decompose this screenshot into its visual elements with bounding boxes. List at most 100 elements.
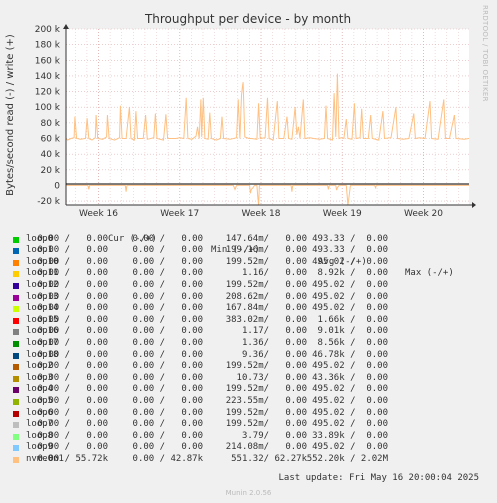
legend-avg: 199.52m/ 0.00 bbox=[220, 361, 307, 372]
legend-avg: 9.36/ 0.00 bbox=[220, 349, 307, 360]
legend-name: loop12 bbox=[26, 279, 59, 290]
legend-row: loop4 0.00 / 0.00 0.00 / 0.00 199.52m/ 0… bbox=[10, 384, 494, 396]
plot-area bbox=[66, 29, 469, 205]
legend-avg: 223.55m/ 0.00 bbox=[220, 395, 307, 406]
chart-title: Throughput per device - by month bbox=[144, 12, 351, 26]
legend-row: loop14 0.00 / 0.00 0.00 / 0.00 167.84m/ … bbox=[10, 303, 494, 315]
legend-min: 0.00 / 0.00 bbox=[121, 419, 203, 430]
legend-swatch bbox=[13, 410, 19, 417]
legend-name: loop3 bbox=[26, 372, 54, 383]
legend-swatch bbox=[13, 259, 19, 266]
y-tick-label: 20 k bbox=[40, 166, 60, 176]
legend-max: 495.02 / 0.00 bbox=[301, 279, 388, 290]
legend-name: loop15 bbox=[26, 314, 59, 325]
legend-min: 0.00 / 0.00 bbox=[121, 395, 203, 406]
legend-name: loop8 bbox=[26, 430, 54, 441]
legend-row: loop16 0.00 / 0.00 0.00 / 0.00 1.17/ 0.0… bbox=[10, 326, 494, 338]
legend-cur: 0.00 / 0.00 bbox=[26, 430, 108, 441]
legend-avg: 199.52m/ 0.00 bbox=[220, 419, 307, 430]
legend-min: 0.00 / 0.00 bbox=[121, 291, 203, 302]
legend-name: loop18 bbox=[26, 349, 59, 360]
legend-header-cur: Cur (-/+) bbox=[108, 233, 157, 244]
legend-name: loop4 bbox=[26, 384, 54, 395]
legend-cur: 0.00 / 0.00 bbox=[26, 349, 108, 360]
legend-swatch bbox=[13, 387, 19, 394]
legend-min: 0.00 / 0.00 bbox=[121, 349, 203, 360]
legend-avg: 147.64m/ 0.00 bbox=[220, 233, 307, 244]
legend-row: loop8 0.00 / 0.00 0.00 / 0.00 3.79/ 0.00… bbox=[10, 431, 494, 443]
legend-cur: 0.00 / 0.00 bbox=[26, 303, 108, 314]
legend-max: 1.66k / 0.00 bbox=[301, 314, 388, 325]
legend-row: loop12 0.00 / 0.00 0.00 / 0.00 199.52m/ … bbox=[10, 280, 494, 292]
legend-avg: 3.79/ 0.00 bbox=[220, 430, 307, 441]
legend-min: 0.00 / 0.00 bbox=[121, 326, 203, 337]
legend-max: 495.02 / 0.00 bbox=[301, 395, 388, 406]
legend-swatch bbox=[13, 375, 19, 382]
legend-cur: 0.00 / 0.00 bbox=[26, 291, 108, 302]
legend-cur: 0.00 / 0.00 bbox=[26, 268, 108, 279]
legend-max: 495.02 / 0.00 bbox=[301, 407, 388, 418]
munin-version: Munin 2.0.56 bbox=[225, 489, 272, 497]
y-tick-label: -20 k bbox=[37, 197, 61, 207]
legend-max: 495.02 / 0.00 bbox=[301, 291, 388, 302]
legend-row: loop15 0.00 / 0.00 0.00 / 0.00 383.02m/ … bbox=[10, 315, 494, 327]
legend-swatch bbox=[13, 340, 19, 347]
y-tick-label: 200 k bbox=[35, 25, 61, 35]
legend-avg: 199.52m/ 0.00 bbox=[220, 384, 307, 395]
series-read-line bbox=[66, 184, 469, 206]
legend-name: loop13 bbox=[26, 291, 59, 302]
legend-name: loop10 bbox=[26, 256, 59, 267]
y-tick-label: 160 k bbox=[35, 56, 61, 66]
legend-max: 9.01k / 0.00 bbox=[301, 326, 388, 337]
x-tick-label: Week 20 bbox=[404, 209, 443, 219]
legend-cur: 0.00 / 0.00 bbox=[26, 361, 108, 372]
legend-min: 0.00 / 0.00 bbox=[121, 407, 203, 418]
x-axis-arrow bbox=[472, 202, 476, 208]
legend-min: 0.00 / 0.00 bbox=[121, 303, 203, 314]
legend-header-min: Min (-/+) bbox=[211, 245, 260, 256]
legend-row: loop10 0.00 / 0.00 0.00 / 0.00 199.52m/ … bbox=[10, 257, 494, 269]
legend-name: loop11 bbox=[26, 268, 59, 279]
y-tick-label: 80 k bbox=[40, 119, 60, 129]
legend-rows: loop0 0.00 / 0.00 0.00 / 0.00 147.64m/ 0… bbox=[10, 234, 494, 466]
y-tick-labels: 200 k 180 k 160 k 140 k 120 k 100 k 80 k 60 k 40… bbox=[35, 25, 61, 207]
legend: Cur (-/+) Min (-/+) Avg (-/+) Max (-/+) … bbox=[10, 222, 494, 465]
x-tick-labels: Week 16 Week 17 Week 18 Week 19 Week 20 bbox=[79, 209, 443, 219]
legend-min: 0.00 / 0.00 bbox=[121, 337, 203, 348]
legend-cur: 0.00 / 0.00 bbox=[26, 314, 108, 325]
legend-swatch bbox=[13, 294, 19, 301]
legend-swatch bbox=[13, 456, 19, 463]
legend-max: 495.02 / 0.00 bbox=[301, 256, 388, 267]
y-axis-label: Bytes/second read (-) / write (+) bbox=[5, 34, 16, 196]
legend-row: loop13 0.00 / 0.00 0.00 / 0.00 208.62m/ … bbox=[10, 292, 494, 304]
legend-name: loop2 bbox=[26, 361, 54, 372]
legend-row: loop6 0.00 / 0.00 0.00 / 0.00 199.52m/ 0… bbox=[10, 408, 494, 420]
legend-swatch bbox=[13, 317, 19, 324]
legend-swatch bbox=[13, 248, 19, 255]
legend-max: 8.92k / 0.00 bbox=[301, 268, 388, 279]
x-tick-label: Week 16 bbox=[79, 209, 118, 219]
rrdtool-side-label: RRDTOOL / TOBI OETIKER bbox=[481, 5, 489, 102]
legend-min: 0.00 / 0.00 bbox=[121, 314, 203, 325]
legend-cur: 0.00 / 0.00 bbox=[26, 256, 108, 267]
legend-max: 46.78k / 0.00 bbox=[301, 349, 388, 360]
legend-avg: 1.36/ 0.00 bbox=[220, 337, 307, 348]
legend-swatch bbox=[13, 236, 19, 243]
legend-avg: 208.62m/ 0.00 bbox=[220, 291, 307, 302]
legend-cur: 0.00 / 0.00 bbox=[26, 384, 108, 395]
series-write-line bbox=[65, 73, 470, 141]
legend-avg: 199.52m/ 0.00 bbox=[220, 407, 307, 418]
x-tick-label: Week 17 bbox=[160, 209, 199, 219]
y-axis-arrow bbox=[63, 24, 69, 29]
legend-swatch bbox=[13, 306, 19, 313]
legend-name: loop0 bbox=[26, 233, 54, 244]
legend-cur: 0.00 / 0.00 bbox=[26, 407, 108, 418]
legend-cur: 0.00 / 0.00 bbox=[26, 233, 108, 244]
legend-cur: 0.00 / 0.00 bbox=[26, 372, 108, 383]
legend-row: loop11 0.00 / 0.00 0.00 / 0.00 1.16/ 0.0… bbox=[10, 268, 494, 280]
legend-cur: 0.00 / 0.00 bbox=[26, 326, 108, 337]
legend-min: 0.00 / 0.00 bbox=[121, 430, 203, 441]
legend-cur: 0.00 / 0.00 bbox=[26, 337, 108, 348]
legend-max: 8.56k / 0.00 bbox=[301, 337, 388, 348]
legend-swatch bbox=[13, 445, 19, 452]
